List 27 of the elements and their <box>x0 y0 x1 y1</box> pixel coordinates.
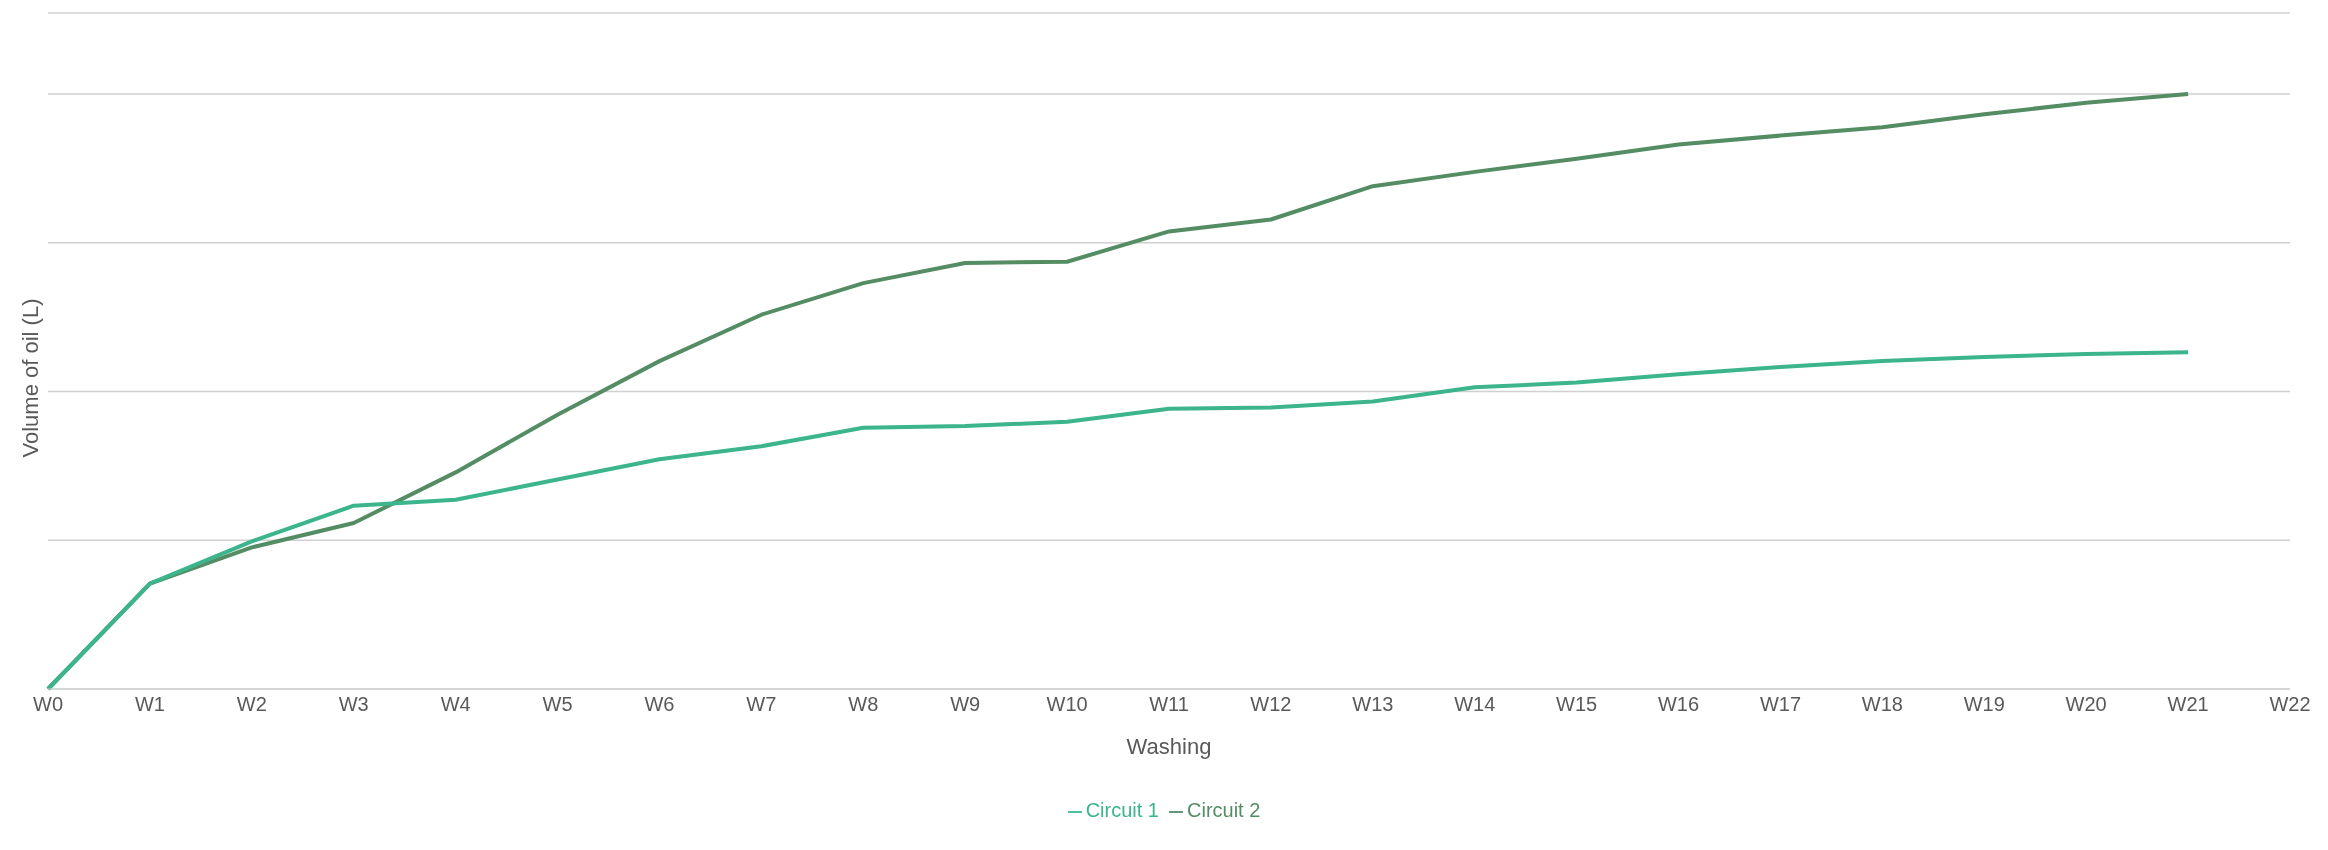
x-tick-label: W1 <box>134 693 165 716</box>
x-tick-label: W13 <box>1352 693 1394 716</box>
x-tick-label: W8 <box>848 693 879 716</box>
x-tick-label: W11 <box>1149 693 1189 716</box>
x-tick-label: W18 <box>1861 693 1903 716</box>
x-tick-label: W2 <box>236 693 267 716</box>
x-tick-label: W17 <box>1759 693 1802 716</box>
x-tick-label: W3 <box>338 693 369 716</box>
x-tick-label: W15 <box>1556 693 1598 716</box>
x-tick-label: W4 <box>440 693 471 716</box>
x-tick-label: W16 <box>1657 693 1700 716</box>
x-tick-label: W14 <box>1454 693 1496 716</box>
x-tick-label: W22 <box>2269 693 2311 716</box>
x-tick-label: W19 <box>1963 693 2005 716</box>
x-tick-label: W12 <box>1250 693 1292 716</box>
legend-label: Circuit 2 <box>1187 799 1261 821</box>
y-axis-title: Volume of oil (L) <box>18 298 43 458</box>
x-tick-label: W6 <box>644 693 675 716</box>
x-axis-title: Washing <box>1126 734 1212 759</box>
x-tick-label: W21 <box>2167 693 2209 716</box>
legend-label: Circuit 1 <box>1085 799 1159 821</box>
x-tick-label: W20 <box>2065 693 2107 716</box>
x-tick-label: W5 <box>542 693 573 716</box>
x-tick-label: W7 <box>746 693 777 716</box>
x-tick-label: W0 <box>33 693 63 716</box>
x-tick-label: W9 <box>950 693 981 716</box>
x-tick-label: W10 <box>1046 693 1088 716</box>
